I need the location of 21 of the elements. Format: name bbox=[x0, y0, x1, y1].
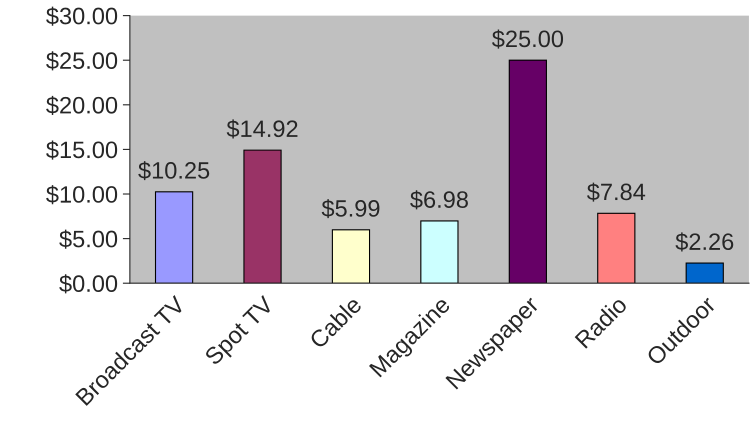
y-tick-label: $25.00 bbox=[46, 51, 118, 70]
bar bbox=[420, 220, 459, 284]
data-label: $6.98 bbox=[410, 190, 468, 210]
bar bbox=[332, 229, 370, 284]
y-tick-label: $15.00 bbox=[46, 140, 118, 160]
bar bbox=[686, 262, 724, 284]
bar bbox=[154, 191, 194, 284]
bar bbox=[508, 60, 547, 284]
data-label: $5.99 bbox=[322, 199, 380, 218]
y-tick-label: $0.00 bbox=[59, 274, 118, 294]
y-tick-label: $5.00 bbox=[59, 230, 118, 249]
y-tick-label: $10.00 bbox=[46, 185, 118, 204]
bar bbox=[243, 150, 282, 284]
bar bbox=[597, 212, 636, 284]
data-label: $7.84 bbox=[587, 182, 646, 202]
y-tick-label: $30.00 bbox=[46, 6, 118, 26]
data-label: $10.25 bbox=[138, 161, 210, 180]
data-label: $25.00 bbox=[492, 30, 564, 49]
data-label: $14.92 bbox=[226, 119, 298, 139]
y-tick-label: $20.00 bbox=[46, 96, 118, 116]
data-label: $2.26 bbox=[675, 232, 734, 252]
